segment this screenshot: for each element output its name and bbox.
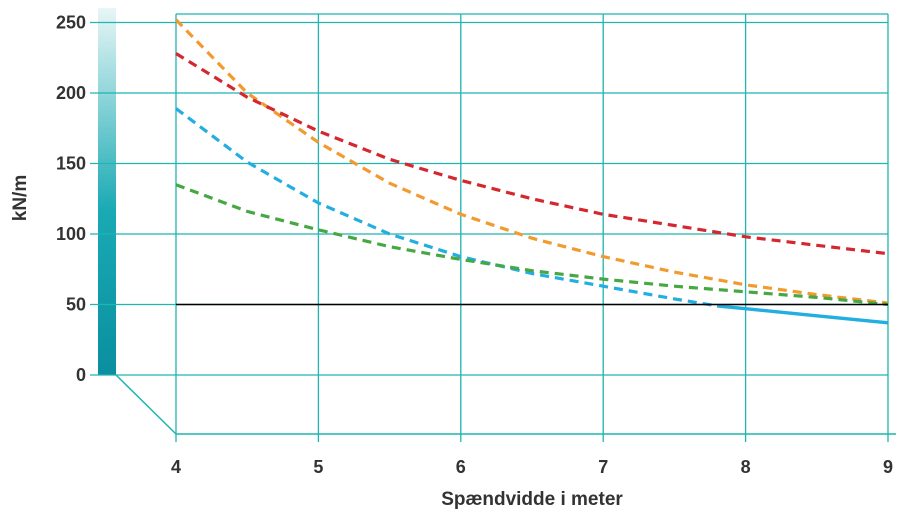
x-axis-title: Spændvidde i meter (441, 489, 623, 510)
perspective-edge (116, 375, 176, 434)
y-tick-label: 50 (66, 295, 86, 315)
y-tick-label: 100 (56, 224, 86, 244)
grid (90, 14, 888, 442)
series-line-3 (176, 185, 888, 305)
x-tick-label: 9 (883, 457, 893, 477)
y-tick-label: 0 (76, 365, 86, 385)
y-tick-label: 200 (56, 83, 86, 103)
x-tick-label: 4 (171, 457, 181, 477)
y-axis-title: kN/m (10, 175, 31, 221)
series-line-0 (176, 20, 888, 303)
y-axis-gradient-bar (98, 8, 116, 375)
y-tick-label: 150 (56, 154, 86, 174)
x-tick-label: 6 (456, 457, 466, 477)
series-line-2-solid (717, 306, 888, 323)
series-line-1 (176, 54, 888, 254)
x-tick-label: 7 (598, 457, 608, 477)
x-tick-label: 5 (313, 457, 323, 477)
x-tick-label: 8 (741, 457, 751, 477)
y-tick-label: 250 (56, 13, 86, 33)
